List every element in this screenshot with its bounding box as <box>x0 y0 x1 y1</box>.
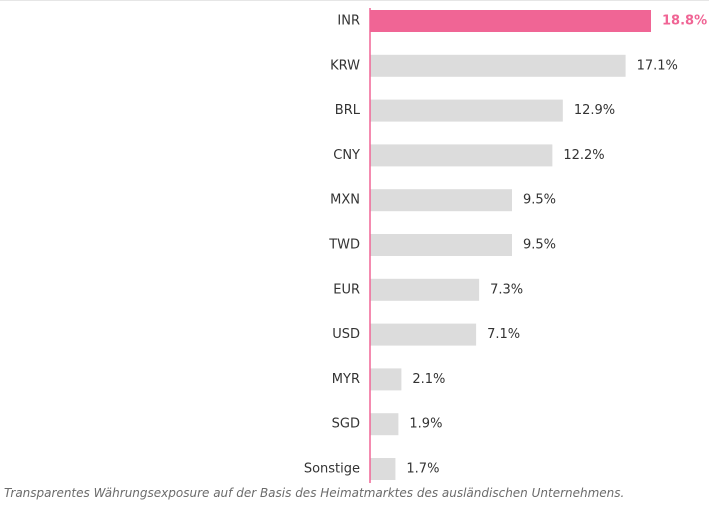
category-label: SGD <box>332 417 360 432</box>
bar <box>370 10 651 32</box>
value-label: 9.5% <box>523 193 556 208</box>
bar <box>370 413 399 436</box>
value-label: 12.2% <box>563 148 604 163</box>
category-label: EUR <box>333 282 360 297</box>
bar <box>370 458 396 480</box>
bar <box>370 99 563 122</box>
category-label: BRL <box>335 103 361 118</box>
category-label: TWD <box>328 238 360 253</box>
bar <box>370 368 402 391</box>
category-label: MYR <box>332 372 360 387</box>
bar <box>370 278 480 301</box>
value-label: 12.9% <box>574 103 615 118</box>
bar <box>370 144 553 167</box>
bar <box>370 189 512 212</box>
category-label: USD <box>332 327 360 342</box>
value-label: 9.5% <box>523 238 556 253</box>
value-label: 17.1% <box>637 58 678 73</box>
category-label: MXN <box>330 193 360 208</box>
value-label: 1.9% <box>409 417 442 432</box>
footnote: Transparentes Währungsexposure auf der B… <box>4 486 625 500</box>
category-label: KRW <box>330 58 360 73</box>
value-label: 7.1% <box>487 327 520 342</box>
value-label: 7.3% <box>490 282 523 297</box>
bar <box>370 323 477 346</box>
category-label: INR <box>337 14 360 29</box>
chart: INR 18.8% KRW 17.1% BRL 12.9% CNY 12.2% MXN 9.5% T… <box>0 0 709 483</box>
value-label: 2.1% <box>412 372 445 387</box>
value-label: 1.7% <box>406 462 439 477</box>
value-label: 18.8% <box>662 14 707 29</box>
category-label: CNY <box>333 148 360 163</box>
bar <box>370 234 512 256</box>
bar <box>370 54 626 77</box>
category-label: Sonstige <box>304 462 360 477</box>
